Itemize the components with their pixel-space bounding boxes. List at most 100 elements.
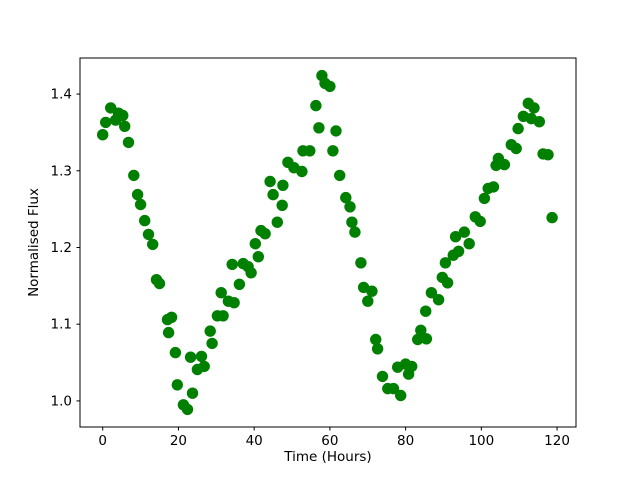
data-point (97, 129, 109, 141)
data-point (439, 257, 452, 269)
data-point (344, 201, 356, 213)
data-point (184, 351, 197, 363)
data-point (512, 122, 524, 135)
data-point (259, 228, 271, 240)
data-point (153, 277, 166, 290)
data-point (395, 389, 407, 402)
data-point (165, 311, 178, 323)
data-point (334, 169, 346, 182)
data-point (528, 102, 540, 114)
y-axis-label: Normalised Flux (26, 188, 42, 297)
data-point (406, 360, 418, 373)
data-point (478, 192, 491, 205)
data-point (340, 191, 352, 204)
data-point (346, 216, 358, 228)
plot-area (79, 57, 577, 428)
x-tick-label: 60 (321, 433, 338, 449)
data-point (181, 403, 194, 416)
data-point (371, 343, 384, 355)
data-point (546, 211, 558, 224)
data-point (420, 305, 432, 317)
data-point (296, 165, 308, 178)
x-axis-label: Time (Hours) (283, 449, 371, 465)
data-point (233, 278, 246, 290)
data-point (162, 326, 175, 339)
y-axis-ticks: 1.0 1.1 1.2 1.3 1.4 (51, 87, 80, 409)
x-tick-label: 100 (468, 433, 494, 449)
data-point (487, 181, 500, 193)
data-point (117, 109, 129, 122)
data-point (542, 149, 554, 161)
data-point (510, 142, 522, 155)
x-tick-label: 0 (98, 433, 107, 449)
data-point (474, 215, 486, 228)
data-point (139, 214, 151, 227)
data-point (498, 158, 511, 171)
data-point (186, 387, 199, 399)
data-point (206, 337, 218, 350)
data-point (449, 231, 462, 243)
data-point (252, 251, 264, 263)
data-point (420, 333, 433, 345)
data-point (304, 145, 316, 157)
data-point (425, 287, 438, 299)
data-point (100, 116, 112, 129)
data-point (267, 188, 279, 201)
data-point (313, 122, 325, 134)
y-tick-label: 1.1 (51, 317, 72, 333)
data-point (171, 379, 183, 391)
data-point (195, 350, 208, 363)
data-point (412, 333, 424, 346)
data-points (97, 69, 558, 416)
data-point (198, 360, 210, 373)
data-point (264, 175, 276, 188)
data-point (131, 188, 144, 201)
data-point (349, 226, 361, 238)
data-point (355, 257, 367, 269)
data-point (362, 295, 374, 307)
data-point (128, 169, 140, 182)
data-point (226, 258, 238, 271)
data-point (327, 145, 339, 157)
data-point (463, 238, 475, 250)
data-point (217, 310, 229, 322)
data-point (432, 294, 445, 306)
x-tick-label: 40 (246, 433, 263, 449)
data-point (204, 325, 216, 337)
y-tick-label: 1.4 (51, 87, 72, 103)
data-point (228, 297, 240, 309)
y-tick-label: 1.0 (51, 393, 72, 409)
data-point (441, 277, 454, 289)
data-point (387, 382, 400, 395)
data-point (370, 333, 382, 346)
data-point (245, 267, 257, 279)
x-tick-label: 20 (170, 433, 187, 449)
x-tick-label: 120 (544, 433, 570, 449)
data-point (366, 285, 378, 297)
data-point (169, 346, 182, 359)
data-point (310, 99, 322, 112)
data-point (215, 287, 227, 299)
data-point (458, 226, 470, 238)
data-point (324, 80, 336, 93)
data-point (376, 370, 389, 383)
data-point (330, 125, 342, 137)
data-point (147, 238, 159, 251)
data-point (142, 228, 155, 241)
data-point (134, 198, 147, 211)
x-axis-ticks: 0 20 40 60 80 100 120 (98, 427, 570, 449)
data-point (119, 120, 131, 132)
data-point (415, 324, 427, 336)
data-point (533, 116, 545, 128)
data-point (122, 136, 135, 149)
data-point (271, 216, 283, 228)
data-point (276, 199, 288, 211)
y-tick-label: 1.3 (51, 163, 72, 179)
x-tick-label: 80 (397, 433, 414, 449)
data-point (277, 179, 289, 191)
y-tick-label: 1.2 (51, 240, 72, 256)
data-point (452, 245, 465, 257)
data-point (249, 238, 261, 250)
